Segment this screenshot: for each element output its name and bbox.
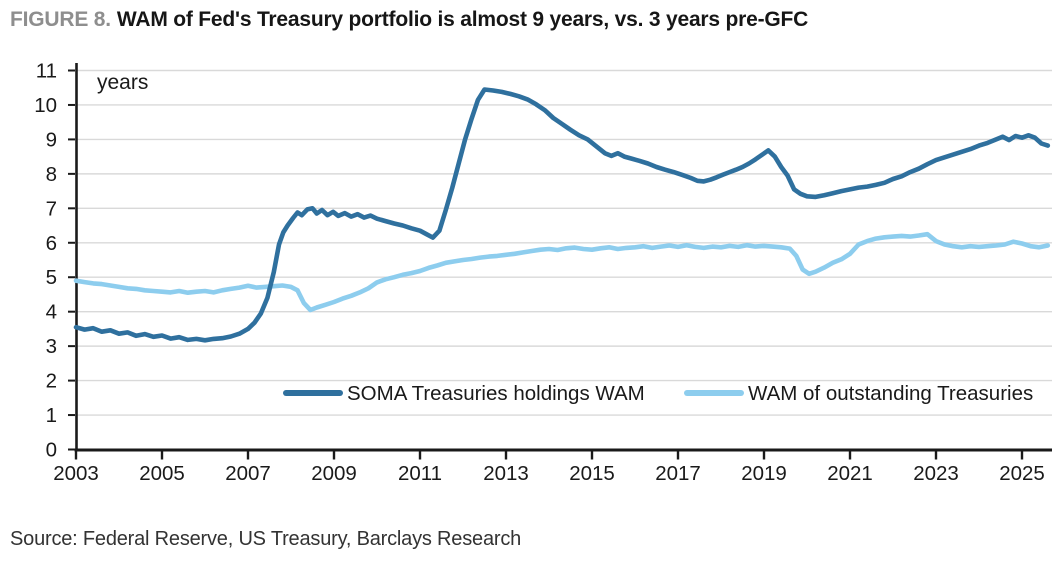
- svg-text:2011: 2011: [398, 462, 442, 485]
- unit-label: years: [97, 71, 148, 94]
- svg-text:2023: 2023: [913, 462, 959, 485]
- svg-text:5: 5: [46, 266, 57, 289]
- figure-title: FIGURE 8. WAM of Fed's Treasury portfolio…: [10, 8, 808, 32]
- svg-text:8: 8: [46, 163, 57, 186]
- gridlines: [76, 69, 1052, 416]
- svg-text:2: 2: [46, 370, 57, 393]
- legend-label-outstanding: WAM of outstanding Treasuries: [748, 382, 1033, 405]
- figure-title-text: WAM of Fed's Treasury portfolio is almos…: [116, 8, 809, 31]
- svg-text:7: 7: [46, 197, 57, 220]
- legend: SOMA Treasuries holdings WAM WAM of outs…: [283, 382, 1033, 405]
- series-line-outstanding-treasuries: [73, 231, 1051, 313]
- figure-label: FIGURE 8.: [10, 8, 111, 31]
- axes: [68, 63, 1052, 460]
- y-axis-labels: 0 1 2 3 4 5 6 7 8 9 10 11: [34, 60, 57, 462]
- series-line-soma-holdings: [73, 87, 1051, 343]
- svg-text:3: 3: [46, 335, 57, 358]
- svg-text:2009: 2009: [311, 462, 357, 485]
- svg-text:10: 10: [34, 94, 57, 117]
- svg-text:2005: 2005: [139, 462, 185, 485]
- svg-text:2017: 2017: [655, 462, 701, 485]
- svg-text:2025: 2025: [999, 462, 1045, 485]
- legend-label-soma: SOMA Treasuries holdings WAM: [347, 382, 645, 405]
- svg-text:0: 0: [46, 439, 57, 462]
- svg-text:2013: 2013: [483, 462, 529, 485]
- x-axis-labels: 2003 2005 2007 2009 2011 2013 2015 2017 2019 2021…: [53, 462, 1045, 485]
- svg-text:1: 1: [46, 404, 57, 427]
- svg-text:2021: 2021: [827, 462, 873, 485]
- svg-text:9: 9: [46, 128, 57, 151]
- svg-text:6: 6: [46, 232, 57, 255]
- source-note: Source: Federal Reserve, US Treasury, Ba…: [10, 528, 522, 550]
- svg-text:4: 4: [46, 301, 57, 324]
- svg-text:11: 11: [36, 60, 57, 83]
- svg-text:2015: 2015: [569, 462, 615, 485]
- svg-text:2019: 2019: [741, 462, 787, 485]
- svg-text:2003: 2003: [53, 462, 99, 485]
- svg-text:2007: 2007: [225, 462, 271, 485]
